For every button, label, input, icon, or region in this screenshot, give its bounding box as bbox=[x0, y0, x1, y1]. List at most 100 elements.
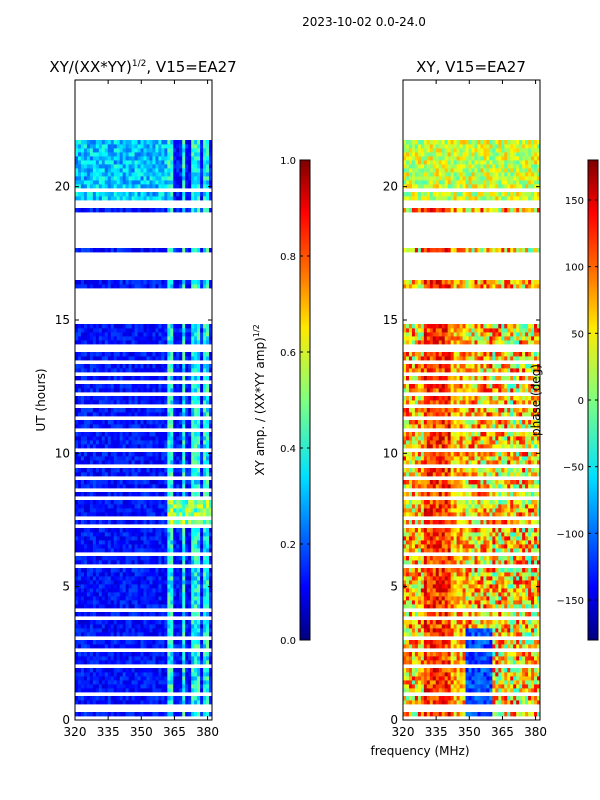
heatmap-cell bbox=[152, 596, 156, 601]
heatmap-cell bbox=[125, 672, 130, 677]
heatmap-cell bbox=[528, 644, 532, 649]
heatmap-cell bbox=[122, 160, 127, 165]
heatmap-cell bbox=[209, 180, 212, 185]
heatmap-cell bbox=[188, 160, 192, 165]
heatmap-cell bbox=[206, 460, 210, 465]
heatmap-cell bbox=[95, 356, 100, 361]
heatmap-cell bbox=[152, 600, 156, 605]
heatmap-cell bbox=[119, 580, 124, 585]
heatmap-cell bbox=[495, 688, 499, 693]
heatmap-cell bbox=[471, 680, 475, 685]
heatmap-cell bbox=[155, 672, 159, 677]
heatmap-cell bbox=[194, 324, 198, 329]
heatmap-cell bbox=[170, 460, 174, 465]
heatmap-cell bbox=[134, 144, 138, 149]
heatmap-cell bbox=[534, 676, 538, 681]
heatmap-cell bbox=[134, 640, 138, 645]
heatmap-cell bbox=[104, 520, 109, 525]
heatmap-cell bbox=[101, 148, 106, 153]
heatmap-cell bbox=[188, 468, 192, 473]
heatmap-cell bbox=[447, 672, 452, 677]
heatmap-cell bbox=[176, 176, 180, 181]
heatmap-cell bbox=[128, 556, 132, 561]
heatmap-cell bbox=[155, 280, 159, 285]
heatmap-cell bbox=[167, 140, 171, 145]
heatmap-cell bbox=[474, 684, 478, 689]
heatmap-cell bbox=[408, 680, 413, 685]
heatmap-cell bbox=[167, 284, 171, 289]
heatmap-cell bbox=[116, 444, 121, 449]
heatmap-cell bbox=[176, 452, 180, 457]
heatmap-cell bbox=[176, 420, 180, 425]
heatmap-cell bbox=[95, 144, 100, 149]
heatmap-cell bbox=[179, 620, 183, 625]
heatmap-cell bbox=[411, 624, 416, 629]
heatmap-cell bbox=[110, 544, 115, 549]
heatmap-cell bbox=[197, 176, 201, 181]
heatmap-cell bbox=[107, 408, 112, 413]
heatmap-cell bbox=[152, 480, 156, 485]
heatmap-cell bbox=[182, 164, 186, 169]
heatmap-cell bbox=[83, 696, 88, 701]
heatmap-cell bbox=[498, 624, 502, 629]
heatmap-cell bbox=[155, 400, 159, 405]
heatmap-cell bbox=[155, 540, 159, 545]
heatmap-cell bbox=[89, 452, 94, 457]
heatmap-cell bbox=[519, 712, 523, 717]
heatmap-cell bbox=[188, 140, 192, 145]
heatmap-cell bbox=[77, 652, 82, 657]
heatmap-cell bbox=[86, 324, 91, 329]
heatmap-cell bbox=[453, 668, 458, 673]
heatmap-cell bbox=[119, 512, 124, 517]
heatmap-cell bbox=[161, 196, 165, 201]
heatmap-cell bbox=[140, 688, 144, 693]
heatmap-cell bbox=[113, 280, 118, 285]
heatmap-cell bbox=[134, 556, 138, 561]
heatmap-cell bbox=[134, 548, 138, 553]
heatmap-cell bbox=[167, 640, 171, 645]
heatmap-cell bbox=[80, 588, 85, 593]
heatmap-cell bbox=[137, 172, 141, 177]
heatmap-cell bbox=[507, 640, 511, 645]
heatmap-cell bbox=[414, 656, 419, 661]
heatmap-cell bbox=[167, 248, 171, 253]
heatmap-cell bbox=[113, 676, 118, 681]
heatmap-cell bbox=[426, 676, 431, 681]
heatmap-cell bbox=[161, 460, 165, 465]
heatmap-cell bbox=[95, 172, 100, 177]
heatmap-cell bbox=[113, 364, 118, 369]
heatmap-cell bbox=[194, 168, 198, 173]
heatmap-cell bbox=[146, 208, 150, 213]
heatmap-cell bbox=[131, 168, 135, 173]
heatmap-cell bbox=[197, 620, 201, 625]
heatmap-cell bbox=[107, 180, 112, 185]
heatmap-cell bbox=[182, 436, 186, 441]
heatmap-cell bbox=[80, 624, 85, 629]
heatmap-cell bbox=[426, 672, 431, 677]
heatmap-cell bbox=[191, 712, 195, 717]
heatmap-cell bbox=[462, 656, 466, 661]
heatmap-cell bbox=[152, 144, 156, 149]
heatmap-cell bbox=[83, 484, 88, 489]
heatmap-cell bbox=[167, 604, 171, 609]
heatmap-cell bbox=[146, 456, 150, 461]
heatmap-cell bbox=[200, 436, 204, 441]
heatmap-cell bbox=[104, 364, 109, 369]
heatmap-cell bbox=[459, 644, 463, 649]
heatmap-cell bbox=[185, 440, 189, 445]
heatmap-cell bbox=[197, 596, 201, 601]
heatmap-cell bbox=[83, 152, 88, 157]
heatmap-cell bbox=[77, 712, 82, 717]
heatmap-cell bbox=[167, 400, 171, 405]
heatmap-cell bbox=[95, 580, 100, 585]
heatmap-cell bbox=[429, 624, 434, 629]
heatmap-cell bbox=[405, 696, 410, 701]
heatmap-cell bbox=[95, 208, 100, 213]
heatmap-cell bbox=[209, 356, 212, 361]
heatmap-cell bbox=[83, 560, 88, 565]
heatmap-cell bbox=[167, 436, 171, 441]
heatmap-cell bbox=[206, 676, 210, 681]
heatmap-cell bbox=[149, 500, 153, 505]
heatmap-cell bbox=[77, 500, 82, 505]
heatmap-cell bbox=[516, 640, 520, 645]
